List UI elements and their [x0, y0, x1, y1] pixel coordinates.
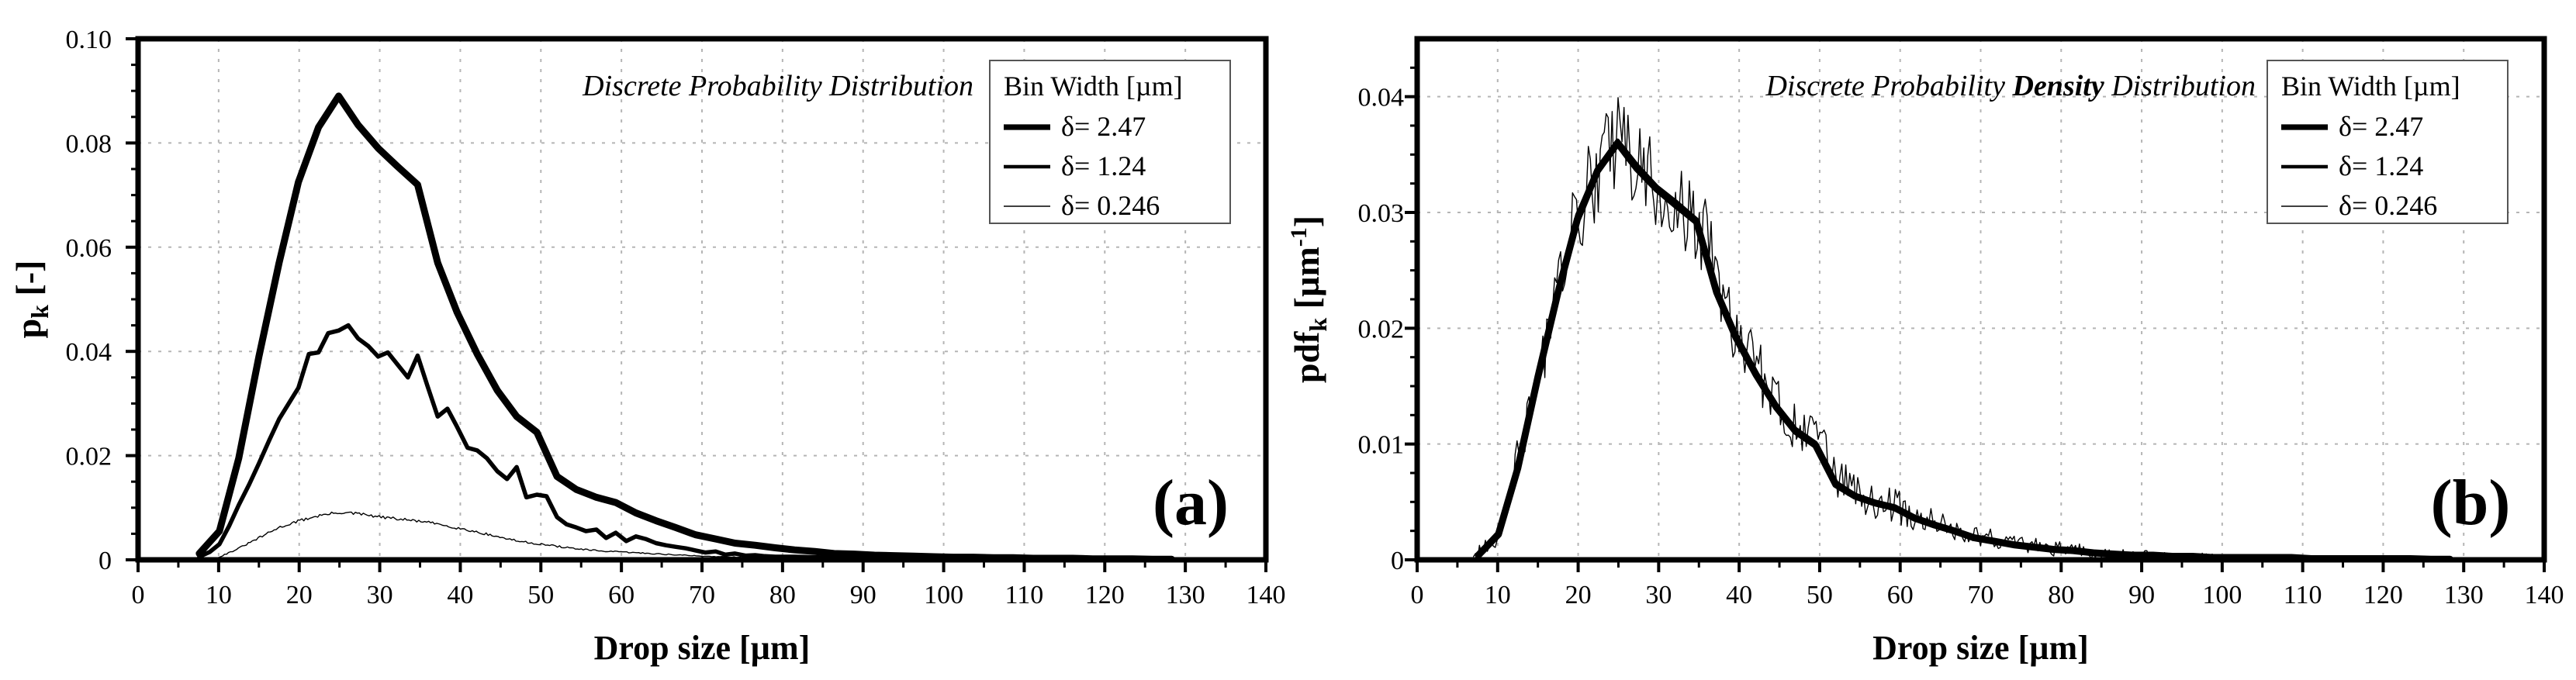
- x-tick-label: 100: [2202, 581, 2242, 609]
- y-label-post: ]: [1287, 216, 1326, 227]
- x-tick-label: 110: [1005, 581, 1044, 609]
- panel-a: 0 10 20 30 40 50 60 70 80 90 100 110 120 130 140 0 0.02 0…: [9, 26, 1286, 667]
- x-tick-label: 20: [1565, 581, 1592, 609]
- chart-title-part: Density: [2011, 70, 2104, 102]
- x-tick-label: 10: [206, 581, 232, 609]
- x-tick-label: 30: [367, 581, 393, 609]
- x-tick-label: 130: [2444, 581, 2484, 609]
- y-label-tail: [-]: [9, 261, 48, 305]
- x-tick-label: 10: [1485, 581, 1511, 609]
- legend-label: δ= 1.24: [1061, 150, 1146, 181]
- y-label-tail: [µm: [1287, 247, 1326, 318]
- x-tick-label: 40: [1726, 581, 1752, 609]
- y-tick-label: 0.02: [66, 443, 112, 471]
- x-tick-label: 90: [850, 581, 877, 609]
- y-label-sup: -1: [1286, 227, 1312, 247]
- x-tick-label: 60: [1887, 581, 1914, 609]
- legend-label: δ= 0.246: [1061, 190, 1160, 221]
- legend-box: [989, 60, 1231, 224]
- legend-label: δ= 2.47: [2339, 111, 2423, 142]
- x-tick-label: 120: [2363, 581, 2403, 609]
- y-tick-label: 0.02: [1358, 315, 1405, 343]
- x-tick-label: 130: [1166, 581, 1205, 609]
- x-tick-label: 50: [527, 581, 554, 609]
- x-tick-label: 80: [2048, 581, 2074, 609]
- series-line-medium: [197, 323, 1174, 560]
- chart-title-part: Discrete Probability Distribution: [582, 70, 973, 102]
- x-tick-label: 140: [1247, 581, 1286, 609]
- legend: Bin Width [µm] δ= 2.47 δ= 1.24 δ= 0.246: [989, 60, 1231, 224]
- y-tick-label: 0.10: [66, 26, 112, 54]
- x-tick-label: 20: [286, 581, 313, 609]
- y-label-sub: k: [1304, 318, 1332, 332]
- y-tick-label: 0.08: [66, 129, 112, 158]
- y-tick-label: 0.01: [1358, 431, 1405, 460]
- panel-label: (a): [1153, 467, 1229, 539]
- legend-label: δ= 0.246: [2339, 190, 2437, 221]
- y-tick-label: 0: [1391, 547, 1404, 575]
- x-tick-label: 50: [1807, 581, 1833, 609]
- chart-title: Discrete Probability Density Distributio…: [1765, 70, 2256, 102]
- x-tick-label: 40: [447, 581, 473, 609]
- y-label-main: p: [9, 319, 48, 339]
- x-tick-label: 140: [2525, 581, 2564, 609]
- y-tick-label: 0.03: [1358, 199, 1405, 228]
- x-tick-label: 90: [2128, 581, 2155, 609]
- x-tick-label: 60: [608, 581, 634, 609]
- y-label-sub: k: [26, 305, 54, 319]
- x-tick-label: 0: [1411, 581, 1424, 609]
- x-tick-label: 30: [1645, 581, 1672, 609]
- y-label-main: pdf: [1287, 331, 1326, 383]
- chart-title: Discrete Probability Distribution: [582, 70, 973, 102]
- legend-title: Bin Width [µm]: [1004, 71, 1183, 102]
- y-tick-label: 0: [99, 547, 112, 575]
- legend-label: δ= 1.24: [2339, 150, 2423, 181]
- y-axis-label: pk [-]: [9, 261, 54, 339]
- x-tick-label: 110: [2284, 581, 2322, 609]
- y-tick-label: 0.04: [1358, 84, 1405, 112]
- x-tick-label: 80: [769, 581, 796, 609]
- legend-label: δ= 2.47: [1061, 111, 1146, 142]
- y-axis-label: pdfk [µm-1]: [1286, 216, 1332, 383]
- x-tick-label: 100: [924, 581, 963, 609]
- plot-frame: [1414, 36, 2547, 563]
- legend-title: Bin Width [µm]: [2281, 71, 2460, 102]
- y-tick-label: 0.04: [66, 338, 112, 367]
- chart-title-part: Distribution: [2104, 70, 2256, 102]
- x-axis-label: Drop size [µm]: [594, 629, 811, 667]
- panel-label: (b): [2431, 467, 2511, 539]
- plot-frame: [135, 36, 1269, 563]
- x-axis-label: Drop size [µm]: [1872, 629, 2089, 667]
- legend: Bin Width [µm] δ= 2.47 δ= 1.24 δ= 0.246: [2267, 60, 2509, 224]
- legend-box: [2267, 60, 2509, 224]
- y-tick-label: 0.06: [66, 234, 112, 263]
- panel-b: 0 10 20 30 40 50 60 70 80 90 100 110 120 130 140 0 0.01 0…: [1286, 36, 2564, 667]
- x-tick-label: 120: [1085, 581, 1125, 609]
- chart-title-part: Discrete Probability: [1765, 70, 2012, 102]
- x-tick-label: 70: [689, 581, 715, 609]
- x-tick-label: 70: [1968, 581, 1994, 609]
- x-tick-label: 0: [132, 581, 145, 609]
